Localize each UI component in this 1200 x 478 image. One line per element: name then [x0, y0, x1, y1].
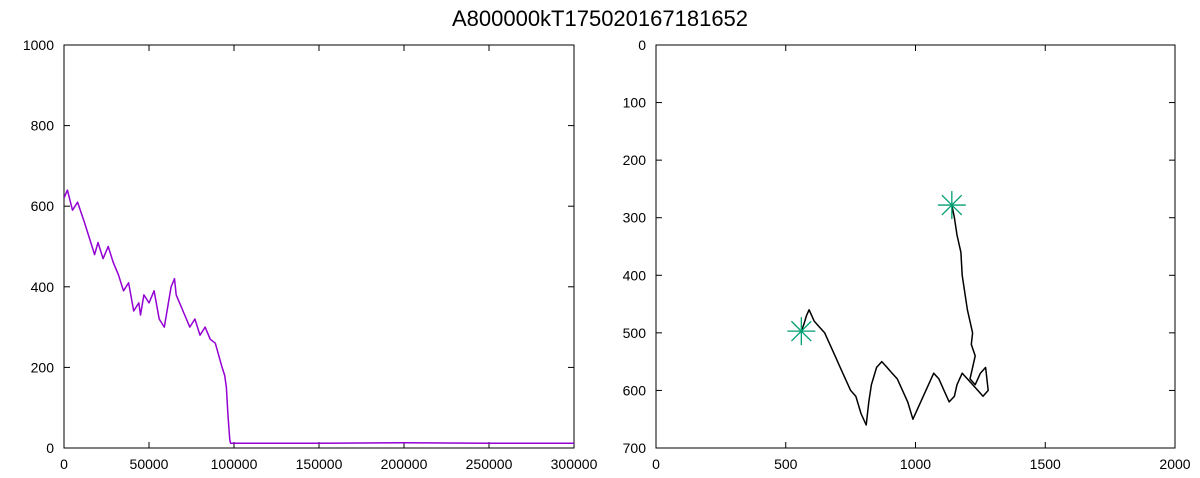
y-tick-label: 0 — [638, 37, 646, 53]
y-tick-label: 200 — [31, 359, 55, 375]
plot-frame — [655, 44, 1176, 449]
x-tick-label: 0 — [652, 456, 660, 472]
plot-frame — [63, 44, 575, 449]
star-marker — [787, 317, 816, 346]
chart-title: A800000kT175020167181652 — [451, 6, 749, 31]
x-tick-label: 500 — [774, 456, 798, 472]
y-tick-label: 600 — [623, 382, 647, 398]
y-tick-label: 100 — [623, 95, 647, 111]
y-tick-label: 0 — [46, 440, 54, 456]
x-tick-label: 250000 — [466, 456, 513, 472]
x-tick-label: 1000 — [900, 456, 931, 472]
y-tick-label: 300 — [623, 210, 647, 226]
x-tick-label: 0 — [60, 456, 68, 472]
x-tick-label: 50000 — [130, 456, 169, 472]
y-tick-label: 500 — [623, 325, 647, 341]
star-marker-arm — [790, 320, 812, 342]
y-tick-label: 600 — [31, 198, 55, 214]
x-tick-label: 200000 — [381, 456, 428, 472]
y-tick-label: 200 — [623, 152, 647, 168]
y-tick-label: 700 — [623, 440, 647, 456]
x-tick-label: 1500 — [1030, 456, 1061, 472]
right-chart-panel: 0 500 1000 1500 2000 0 100 200 300 400 500 600 700 — [623, 37, 1191, 472]
left-chart-panel: 0 50000 100000 150000 200000 250000 300000 0 200… — [23, 37, 598, 472]
x-tick-label: 150000 — [296, 456, 343, 472]
star-marker-arm — [941, 194, 963, 216]
y-tick-label: 400 — [31, 279, 55, 295]
y-tick-label: 400 — [623, 267, 647, 283]
data-series-line — [64, 189, 574, 444]
star-marker — [937, 191, 966, 220]
x-tick-label: 2000 — [1159, 456, 1190, 472]
x-tick-label: 100000 — [211, 456, 258, 472]
x-tick-label: 300000 — [551, 456, 598, 472]
y-tick-label: 800 — [31, 118, 55, 134]
trajectory-path — [800, 204, 989, 426]
y-tick-label: 1000 — [23, 37, 54, 53]
